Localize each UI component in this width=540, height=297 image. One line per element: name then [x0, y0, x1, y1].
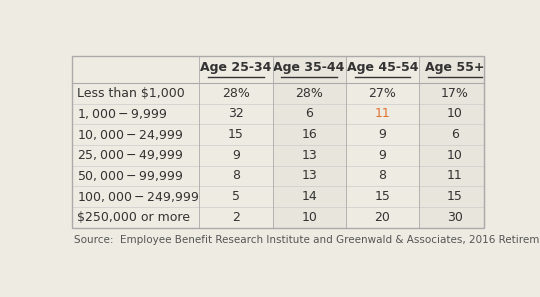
Text: Age 35-44: Age 35-44: [273, 61, 345, 74]
Text: 8: 8: [379, 170, 387, 182]
Text: 11: 11: [375, 107, 390, 120]
Text: $1,000 - $9,999: $1,000 - $9,999: [77, 107, 167, 121]
Text: 9: 9: [379, 149, 386, 162]
Text: Age 45-54: Age 45-54: [347, 61, 418, 74]
Text: Age 25-34: Age 25-34: [200, 61, 272, 74]
Text: 32: 32: [228, 107, 244, 120]
Text: 6: 6: [451, 128, 458, 141]
Text: 10: 10: [447, 107, 463, 120]
Text: 2: 2: [232, 211, 240, 224]
Text: $50,000 - $99,999: $50,000 - $99,999: [77, 169, 183, 183]
Text: 28%: 28%: [222, 87, 250, 100]
Text: 15: 15: [447, 190, 463, 203]
Text: 9: 9: [379, 128, 386, 141]
Text: 13: 13: [301, 149, 317, 162]
Text: 10: 10: [301, 211, 317, 224]
Text: 13: 13: [301, 170, 317, 182]
Text: 17%: 17%: [441, 87, 469, 100]
Text: 15: 15: [374, 190, 390, 203]
Text: 30: 30: [447, 211, 463, 224]
Text: 28%: 28%: [295, 87, 323, 100]
Text: 11: 11: [447, 170, 462, 182]
Text: 16: 16: [301, 128, 317, 141]
Text: 8: 8: [232, 170, 240, 182]
Text: 27%: 27%: [368, 87, 396, 100]
Text: 15: 15: [228, 128, 244, 141]
Text: $10,000 - $24,999: $10,000 - $24,999: [77, 128, 183, 142]
Text: 14: 14: [301, 190, 317, 203]
Text: Less than $1,000: Less than $1,000: [77, 87, 185, 100]
Text: $100,000 - $249,999: $100,000 - $249,999: [77, 190, 199, 204]
Text: $250,000 or more: $250,000 or more: [77, 211, 190, 224]
Text: 6: 6: [305, 107, 313, 120]
Text: Age 55+: Age 55+: [425, 61, 484, 74]
Text: 20: 20: [374, 211, 390, 224]
Text: $25,000 - $49,999: $25,000 - $49,999: [77, 148, 183, 162]
Text: 9: 9: [232, 149, 240, 162]
Text: 5: 5: [232, 190, 240, 203]
Text: Source:  Employee Benefit Research Institute and Greenwald & Associates, 2016 Re: Source: Employee Benefit Research Instit…: [74, 235, 540, 245]
Text: 10: 10: [447, 149, 463, 162]
